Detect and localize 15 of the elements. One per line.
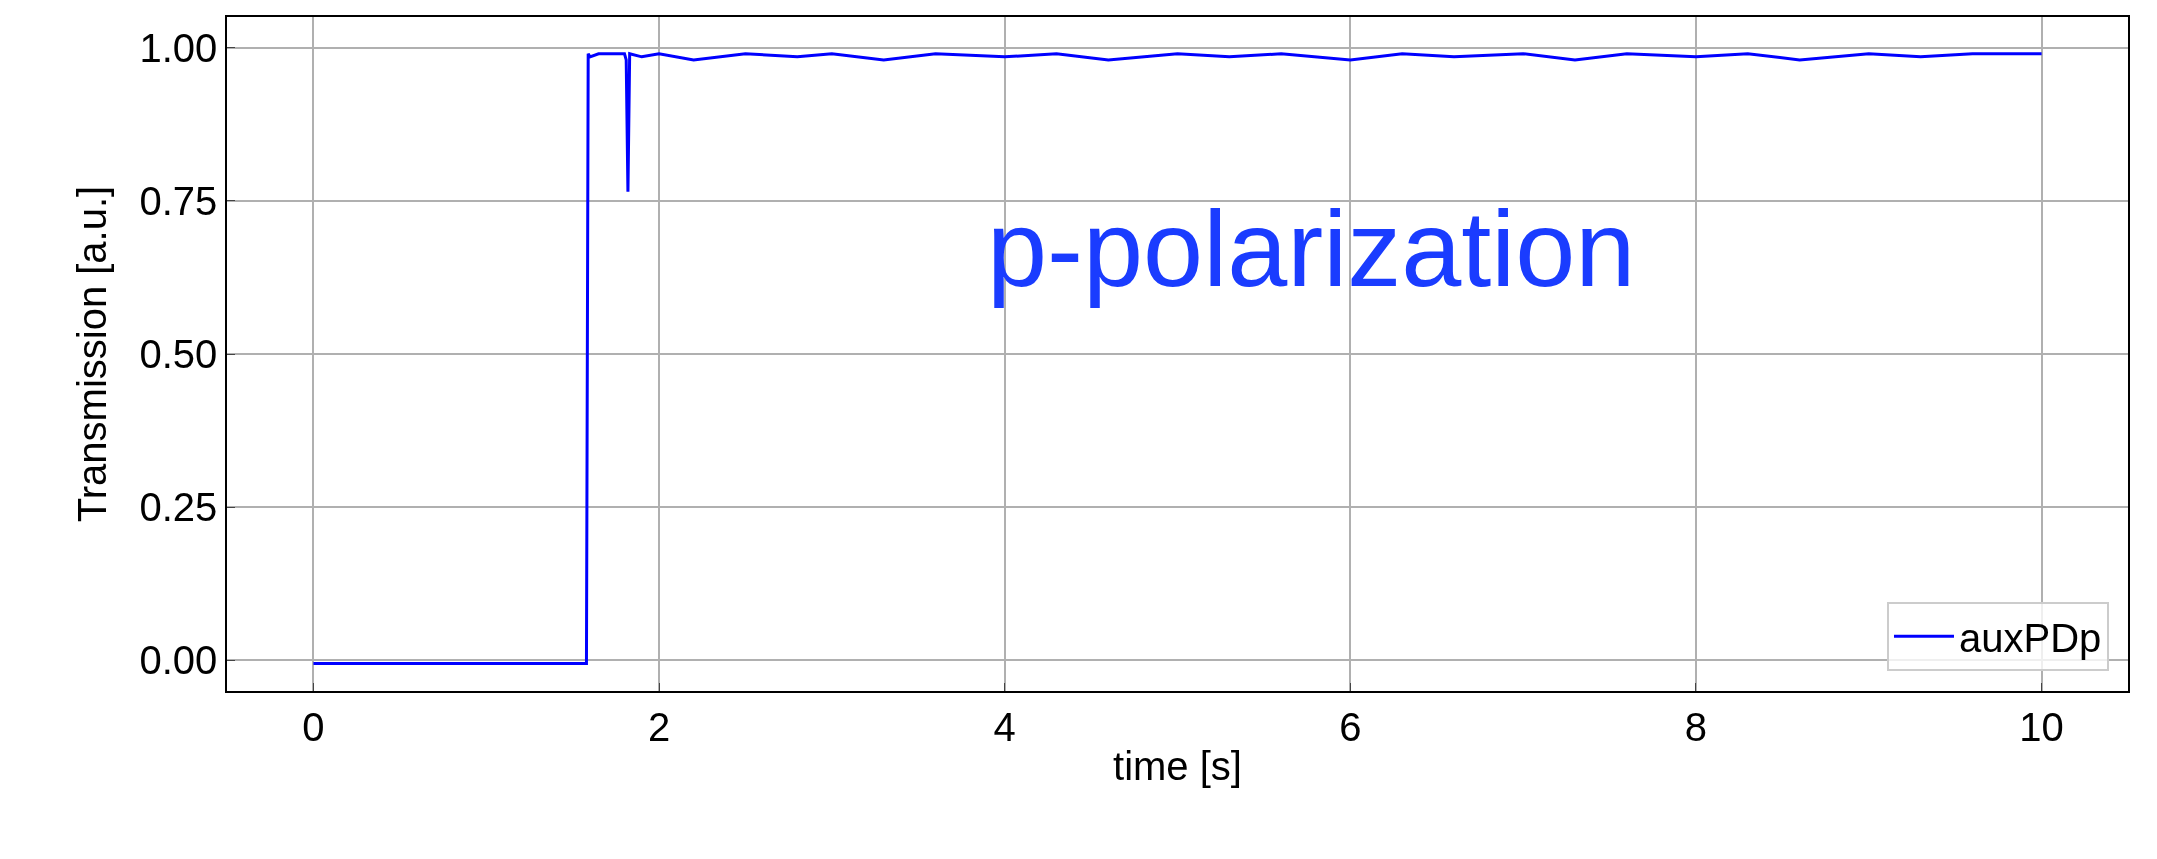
legend-label: auxPDp <box>1958 615 2102 660</box>
y-tick-label: 0.25 <box>139 485 218 530</box>
x-tick-label: 4 <box>993 704 1016 749</box>
annotation: p-polarization <box>987 188 1636 309</box>
x-tick-label: 6 <box>1339 704 1362 749</box>
y-tick-label: 0.50 <box>139 332 218 376</box>
x-tick-label: 8 <box>1684 704 1708 749</box>
x-tick-label: 2 <box>647 704 671 749</box>
x-tick-label: 10 <box>2019 704 2064 749</box>
x-tick-label: 0 <box>302 704 325 749</box>
x-axis-title: time [s] <box>1113 743 1242 788</box>
y-tick-label: 1.00 <box>139 25 218 70</box>
y-tick-label: 0.00 <box>139 638 218 683</box>
y-axis-title: Transmission [a.u.] <box>70 185 115 523</box>
y-tick-label: 0.75 <box>139 178 218 223</box>
